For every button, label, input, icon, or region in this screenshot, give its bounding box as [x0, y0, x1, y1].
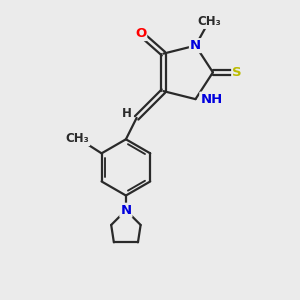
- Text: O: O: [135, 27, 146, 40]
- Text: N: N: [190, 39, 201, 52]
- Text: CH₃: CH₃: [197, 15, 221, 28]
- Text: NH: NH: [200, 93, 223, 106]
- Text: S: S: [232, 66, 242, 79]
- Text: N: N: [120, 204, 131, 217]
- Text: H: H: [122, 107, 131, 120]
- Text: CH₃: CH₃: [66, 132, 89, 145]
